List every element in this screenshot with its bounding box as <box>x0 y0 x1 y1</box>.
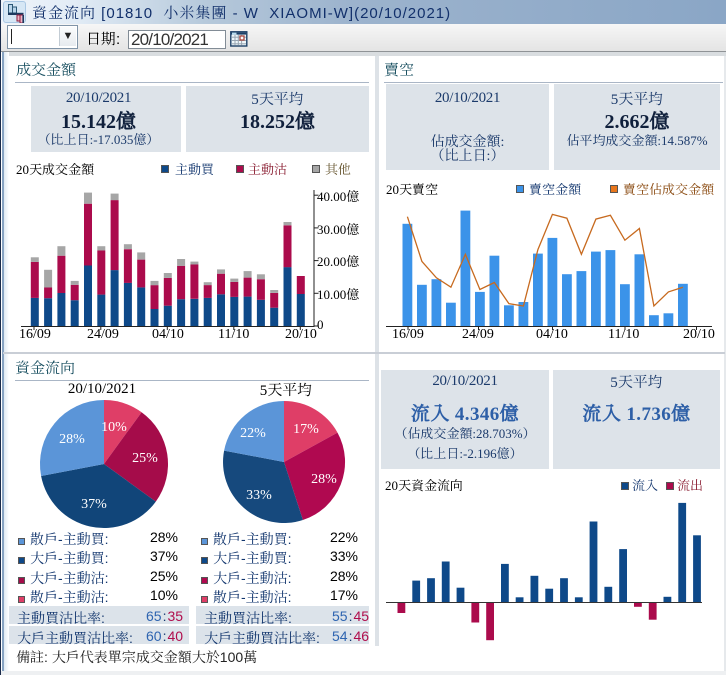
svg-text:25%: 25% <box>132 451 158 466</box>
svg-text:28%: 28% <box>59 432 85 447</box>
svg-text:33%: 33% <box>246 488 272 503</box>
svg-text:28%: 28% <box>311 472 337 487</box>
svg-text:37%: 37% <box>81 497 107 512</box>
svg-text:17%: 17% <box>293 422 319 437</box>
svg-text:22%: 22% <box>240 426 266 441</box>
svg-text:10%: 10% <box>101 420 127 435</box>
